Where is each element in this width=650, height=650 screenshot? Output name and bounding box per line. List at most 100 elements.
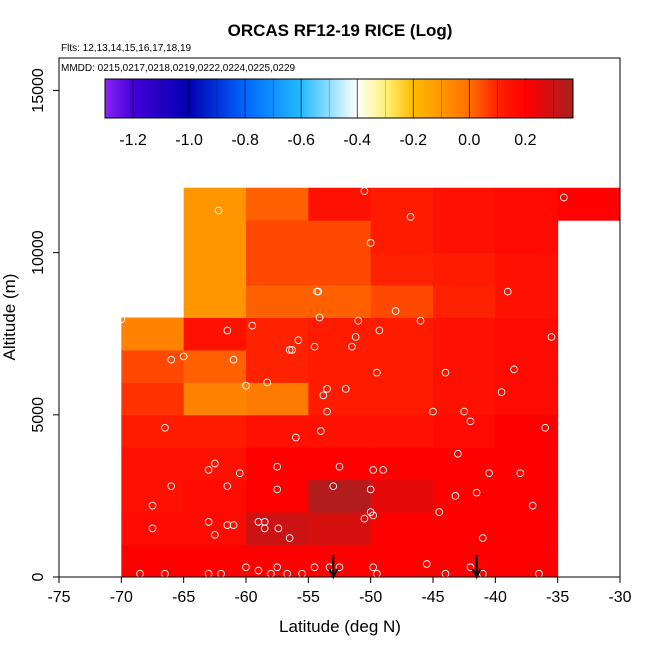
sample-point xyxy=(260,518,269,526)
sample-point xyxy=(329,482,338,491)
sample-point xyxy=(479,534,487,542)
colorbar-tick-label: -0.8 xyxy=(231,132,259,149)
sample-point xyxy=(263,378,272,387)
sample-point xyxy=(210,459,219,468)
heatmap-cell xyxy=(433,479,496,513)
heatmap-cell xyxy=(246,220,309,254)
sample-point xyxy=(254,518,263,526)
sample-point xyxy=(503,287,512,296)
heatmap-cell xyxy=(183,544,247,578)
sample-point xyxy=(319,391,328,400)
sample-point xyxy=(273,485,282,494)
heatmap-cell xyxy=(121,479,185,513)
heatmap-cell xyxy=(246,285,309,318)
sample-point xyxy=(148,524,157,533)
heatmap-cell xyxy=(121,512,185,546)
heatmap-cell xyxy=(495,512,559,546)
heatmap-cell xyxy=(495,252,559,286)
heatmap-cell xyxy=(183,220,247,254)
sample-point xyxy=(242,563,250,572)
heatmap-cell xyxy=(433,349,496,383)
sample-point xyxy=(366,239,375,247)
heatmap-cell xyxy=(433,447,496,481)
heatmap-cell xyxy=(308,512,372,546)
sample-point xyxy=(351,333,360,341)
sample-point xyxy=(314,287,323,296)
heatmap-cell xyxy=(308,220,372,254)
heatmap-cell xyxy=(495,382,559,416)
sample-point xyxy=(204,518,213,526)
heatmap-cell xyxy=(495,220,559,254)
heatmap-cell xyxy=(121,544,185,578)
heatmap-cell xyxy=(183,349,247,383)
sample-point xyxy=(560,193,568,202)
heatmap-cell xyxy=(433,317,496,351)
sample-point xyxy=(214,206,223,215)
heatmap-cell xyxy=(495,414,559,448)
sample-point xyxy=(288,346,296,354)
sample-point xyxy=(204,466,213,474)
y-tick-label: 15000 xyxy=(30,68,47,113)
sample-point xyxy=(223,326,232,335)
sample-point xyxy=(323,407,331,416)
x-tick-label: -40 xyxy=(484,589,507,606)
colorbar-frame xyxy=(104,78,574,119)
heatmap-cell xyxy=(495,285,559,318)
sample-point xyxy=(460,407,469,416)
sample-point xyxy=(422,560,431,568)
sample-point xyxy=(354,316,363,325)
heatmap-cell xyxy=(495,479,559,513)
heatmap-cell xyxy=(121,382,185,416)
heatmap-cell xyxy=(308,479,372,513)
sample-point xyxy=(360,514,369,523)
colorbar-tick-label: -0.4 xyxy=(343,132,371,149)
sample-point xyxy=(323,385,331,393)
colorbar-tick-label: -1.0 xyxy=(175,132,203,149)
sample-point xyxy=(310,342,319,351)
heatmap-cells xyxy=(121,187,621,578)
heatmap-cell xyxy=(433,382,496,416)
heatmap-cell xyxy=(370,479,434,513)
heatmap-cell xyxy=(121,447,185,481)
sample-point xyxy=(223,482,232,491)
heatmap-cell xyxy=(183,479,247,513)
sample-point xyxy=(547,333,556,341)
heatmap-cell xyxy=(246,187,309,221)
colorbar-tick-label: -0.2 xyxy=(399,132,427,149)
sample-point xyxy=(472,488,481,497)
sample-point xyxy=(167,482,176,491)
sample-point xyxy=(117,315,126,323)
sample-point xyxy=(348,342,356,351)
sample-point xyxy=(285,346,294,354)
sample-point xyxy=(161,423,169,432)
sample-point xyxy=(416,316,425,325)
sample-point xyxy=(273,563,282,572)
heatmap-cell xyxy=(246,382,309,416)
heatmap-cell xyxy=(183,317,247,351)
sample-point xyxy=(510,365,518,374)
sample-point xyxy=(369,511,378,520)
heatmap-cell xyxy=(121,349,185,383)
heatmap-cell xyxy=(308,382,372,416)
y-tick-label: 0 xyxy=(30,572,47,581)
heatmap-cell xyxy=(183,414,247,448)
colorbar-tick-label: -1.2 xyxy=(119,132,147,149)
sample-point xyxy=(285,534,294,542)
sample-point xyxy=(148,501,157,510)
sample-point xyxy=(179,352,188,361)
x-tick-label: -35 xyxy=(546,589,569,606)
sample-point xyxy=(248,321,257,330)
x-tick-label: -45 xyxy=(421,589,444,606)
heatmap-cell xyxy=(495,349,559,383)
sample-point xyxy=(294,336,303,345)
y-tick-label: 10000 xyxy=(30,230,47,275)
sample-point xyxy=(369,563,378,572)
heatmap-cell xyxy=(308,349,372,383)
sample-point xyxy=(375,326,384,335)
dates-subtitle: MMDD: 0215,0217,0218,0219,0222,0224,0225… xyxy=(61,63,296,74)
sample-point xyxy=(235,469,244,478)
heatmap-cell xyxy=(246,512,309,546)
heatmap-cell xyxy=(183,252,247,286)
heatmap-cell xyxy=(433,414,496,448)
sample-point xyxy=(292,433,300,442)
